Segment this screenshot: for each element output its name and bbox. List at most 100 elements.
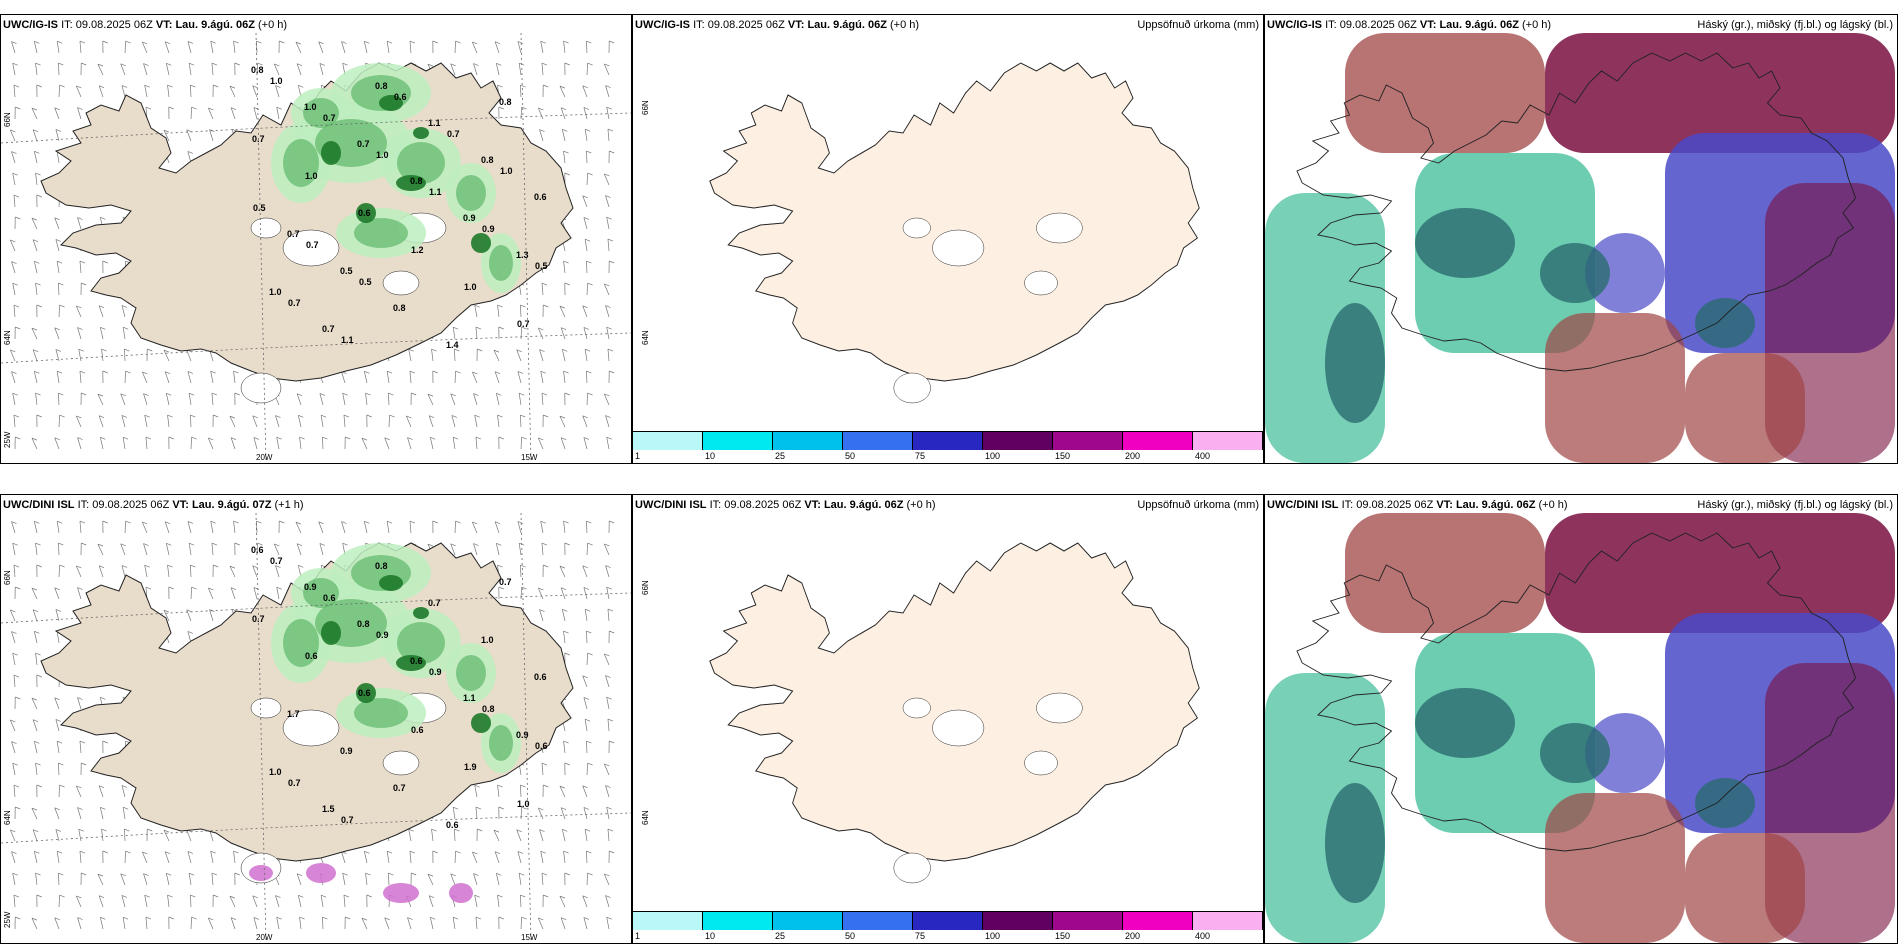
lat-label-66n: 66N bbox=[3, 570, 12, 585]
precip-value: 0.8 bbox=[357, 619, 370, 629]
vt-value: Lau. 9.ágú. 06Z bbox=[823, 499, 904, 511]
colorbar-cell bbox=[1123, 912, 1193, 930]
colorbar bbox=[633, 911, 1263, 930]
precip-value: 0.7 bbox=[323, 113, 336, 123]
lat-lon-grid bbox=[1, 513, 631, 943]
iceland-landmass bbox=[709, 542, 1200, 862]
panel-header: UWC/DINI ISL IT: 09.08.2025 06Z VT: Lau.… bbox=[1267, 498, 1568, 512]
precip-value: 0.6 bbox=[411, 725, 424, 735]
precip-value: 0.5 bbox=[340, 266, 353, 276]
map-accum-precip[interactable] bbox=[633, 33, 1263, 443]
map-accum-precip[interactable] bbox=[633, 513, 1263, 923]
precip-value: 0.7 bbox=[288, 778, 301, 788]
map-precip-wind[interactable]: 0.6 0.9 0.8 0.6 1.1 0.9 1.0 1.5 0.8 0.7 1.0 0.6 1.7 0… bbox=[1, 513, 631, 943]
colorbar-cell bbox=[1053, 432, 1123, 450]
panel-clouds-dini: UWC/DINI ISL IT: 09.08.2025 06Z VT: Lau.… bbox=[1264, 494, 1898, 944]
panel-title: Háský (gr.), miðský (fj.bl.) og lágský (… bbox=[1697, 19, 1893, 31]
colorbar-cell bbox=[843, 432, 913, 450]
precip-value: 1.0 bbox=[376, 150, 389, 160]
it-value: 09.08.2025 06Z bbox=[1356, 499, 1434, 511]
panel-header: UWC/IG-IS IT: 09.08.2025 06Z VT: Lau. 9.… bbox=[635, 18, 919, 32]
model-name: UWC/DINI ISL bbox=[635, 499, 707, 511]
vt-label: VT: bbox=[787, 19, 805, 31]
lon-label-25w: 25W bbox=[3, 431, 12, 448]
colorbar-labels: 1 10 25 50 75 100 150 200 400 bbox=[633, 931, 1263, 943]
lon-label-15w: 15W bbox=[521, 933, 538, 942]
it-label: IT: bbox=[709, 499, 722, 511]
glaciers bbox=[893, 212, 1083, 404]
colorbar bbox=[633, 431, 1263, 450]
colorbar-cell bbox=[633, 912, 703, 930]
it-label: IT: bbox=[77, 499, 90, 511]
vt-value: Lau. 9.ágú. 06Z bbox=[807, 19, 887, 31]
colorbar-labels: 1 10 25 50 75 100 150 200 400 bbox=[633, 451, 1263, 463]
precip-value: 1.0 bbox=[305, 171, 318, 181]
colorbar-tick-label: 150 bbox=[1055, 931, 1071, 941]
lead-time: (+0 h) bbox=[257, 19, 288, 31]
lon-label-20w: 20W bbox=[256, 933, 273, 942]
lat-label-64n: 64N bbox=[3, 330, 12, 345]
precip-value: 0.6 bbox=[358, 688, 371, 698]
map-precip-wind[interactable]: 0.8 1.0 0.7 0.8 0.9 1.3 1.0 0.7 0.8 1.1 0.8 0.6 0.7 0… bbox=[1, 33, 631, 463]
colorbar-cell bbox=[1193, 432, 1263, 450]
vt-value: Lau. 9.ágú. 07Z bbox=[191, 499, 272, 511]
colorbar-cell bbox=[1193, 912, 1263, 930]
colorbar-cell bbox=[703, 912, 773, 930]
colorbar-tick-label: 1 bbox=[635, 451, 641, 461]
colorbar-tick-label: 10 bbox=[705, 451, 716, 461]
colorbar-tick-label: 200 bbox=[1125, 451, 1141, 461]
precip-value: 0.8 bbox=[375, 561, 388, 571]
model-name: UWC/DINI ISL bbox=[3, 499, 75, 511]
panel-title: Háský (gr.), miðský (fj.bl.) og lágský (… bbox=[1697, 499, 1893, 511]
precip-value: 0.6 bbox=[534, 672, 547, 682]
map-cloud-cover[interactable] bbox=[1265, 33, 1897, 463]
precip-value: 0.8 bbox=[393, 303, 406, 313]
precip-value: 1.1 bbox=[463, 693, 476, 703]
precip-value: 0.7 bbox=[306, 240, 319, 250]
precip-value: 1.0 bbox=[270, 76, 283, 86]
colorbar-tick-label: 50 bbox=[845, 451, 856, 461]
precip-shading bbox=[271, 63, 521, 293]
lon-label-15w: 15W bbox=[521, 453, 538, 462]
precip-value: 1.7 bbox=[287, 709, 300, 719]
precip-value: 1.9 bbox=[464, 762, 477, 772]
precip-value: 0.7 bbox=[499, 577, 512, 587]
precip-value: 0.8 bbox=[481, 155, 494, 165]
it-label: IT: bbox=[693, 19, 705, 31]
model-name: UWC/IG-IS bbox=[635, 19, 690, 31]
precip-value: 0.6 bbox=[534, 192, 547, 202]
vt-value: Lau. 9.ágú. 06Z bbox=[1439, 19, 1519, 31]
vt-label: VT: bbox=[1436, 499, 1453, 511]
precip-value: 0.6 bbox=[394, 92, 407, 102]
map-cloud-cover[interactable] bbox=[1265, 513, 1897, 943]
precip-value: 0.6 bbox=[323, 593, 336, 603]
iceland-outline bbox=[1296, 52, 1857, 372]
colorbar-cell bbox=[703, 432, 773, 450]
lead-time: (+0 h) bbox=[906, 499, 936, 511]
vt-label: VT: bbox=[155, 19, 173, 31]
panel-header: UWC/IG-IS IT: 09.08.2025 06Z VT: Lau. 9.… bbox=[3, 18, 287, 32]
model-name: UWC/DINI ISL bbox=[1267, 499, 1339, 511]
vt-label: VT: bbox=[1419, 19, 1437, 31]
precip-value: 0.7 bbox=[393, 783, 406, 793]
panel-accum-precip-dini: UWC/DINI ISL IT: 09.08.2025 06Z VT: Lau.… bbox=[632, 494, 1264, 944]
precip-value: 0.7 bbox=[341, 815, 354, 825]
precip-value: 1.1 bbox=[429, 187, 442, 197]
it-value: 09.08.2025 06Z bbox=[75, 19, 153, 31]
colorbar-tick-label: 100 bbox=[985, 931, 1001, 941]
precip-value: 1.5 bbox=[322, 804, 335, 814]
lat-label-66n: 66N bbox=[641, 100, 650, 115]
lat-label-66n: 66N bbox=[3, 112, 12, 127]
panel-clouds-ig: UWC/IG-IS IT: 09.08.2025 06Z VT: Lau. 9.… bbox=[1264, 14, 1898, 464]
precip-value: 0.6 bbox=[446, 820, 459, 830]
lat-label-64n: 64N bbox=[3, 810, 12, 825]
precip-value: 0.9 bbox=[463, 213, 476, 223]
precip-value: 0.8 bbox=[499, 97, 512, 107]
panel-accum-precip-ig: UWC/IG-IS IT: 09.08.2025 06Z VT: Lau. 9.… bbox=[632, 14, 1264, 464]
precip-value: 1.1 bbox=[341, 335, 354, 345]
colorbar-tick-label: 100 bbox=[985, 451, 1001, 461]
it-value: 09.08.2025 06Z bbox=[92, 499, 170, 511]
precip-value: 0.9 bbox=[516, 730, 529, 740]
precip-value: 0.6 bbox=[410, 656, 423, 666]
precip-value: 0.8 bbox=[410, 176, 423, 186]
